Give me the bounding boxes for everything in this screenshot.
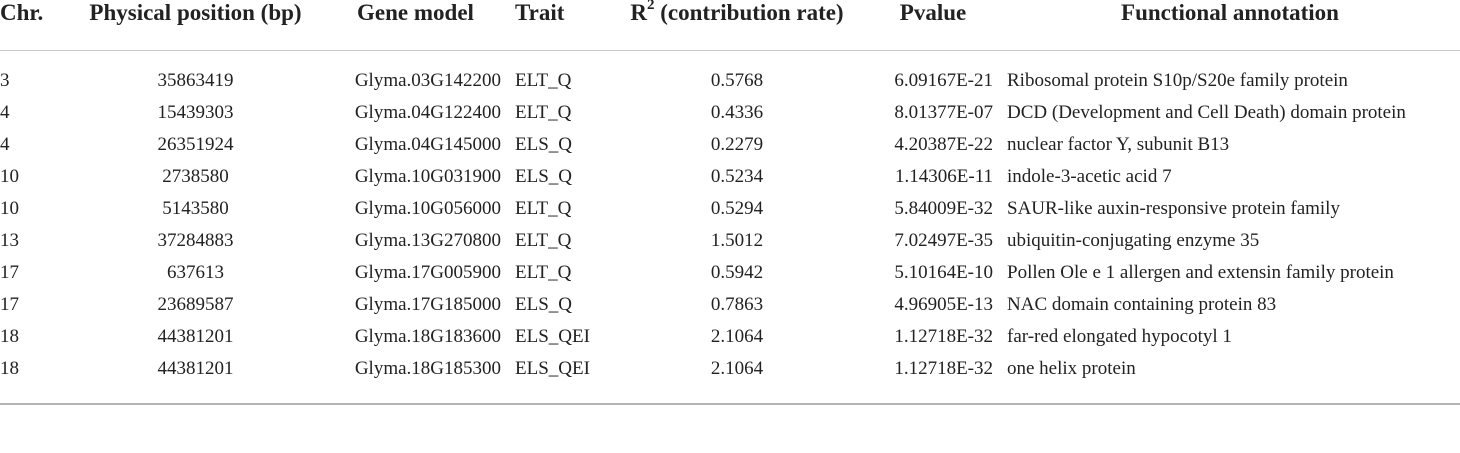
cell-position: 37284883 [157,230,234,251]
cell-chr: 17 [0,262,19,283]
cell-functional-annotation: DCD (Development and Cell Death) domain … [1007,102,1406,123]
cell-r2: 0.5942 [710,262,764,283]
cell-r2: 1.5012 [710,230,764,251]
cell-gene-model: Glyma.04G145000 [354,134,501,155]
cell-chr: 10 [0,166,19,187]
table-row: 10 5143580 Glyma.10G056000 ELT_Q 0.5294 5.840… [0,193,1460,225]
cell-position: 44381201 [157,358,234,379]
header-pvalue: Pvalue [899,0,967,25]
cell-trait: ELT_Q [515,102,572,123]
cell-r2: 2.1064 [710,358,764,379]
header-row: Chr. Physical position (bp) Gene model T… [0,0,1460,51]
cell-pvalue: 4.96905E-13 [894,294,993,315]
table-body: 3 35863419 Glyma.03G142200 ELT_Q 0.5768 6.091… [0,51,1460,404]
cell-position: 23689587 [157,294,234,315]
cell-pvalue: 5.10164E-10 [894,262,993,283]
gene-table-container: Chr. Physical position (bp) Gene model T… [0,0,1460,404]
cell-gene-model: Glyma.18G183600 [354,326,501,347]
header-r2-superscript: 2 [647,0,655,14]
cell-r2: 0.2279 [710,134,764,155]
cell-trait: ELS_QEI [515,358,590,379]
table-row: 3 35863419 Glyma.03G142200 ELT_Q 0.5768 6.091… [0,51,1460,98]
table-row: 17 637613 Glyma.17G005900 ELT_Q 0.5942 5.1016… [0,257,1460,289]
table-row: 17 23689587 Glyma.17G185000 ELS_Q 0.7863 4.96… [0,289,1460,321]
cell-functional-annotation: Ribosomal protein S10p/S20e family prote… [1007,70,1348,91]
cell-r2: 0.4336 [710,102,764,123]
cell-trait: ELS_Q [515,134,572,155]
cell-chr: 18 [0,358,19,379]
cell-pvalue: 1.14306E-11 [895,166,993,187]
cell-gene-model: Glyma.10G031900 [354,166,501,187]
cell-trait: ELT_Q [515,262,572,283]
cell-trait: ELT_Q [515,70,572,91]
cell-pvalue: 5.84009E-32 [894,198,993,219]
cell-gene-model: Glyma.10G056000 [354,198,501,219]
cell-functional-annotation: ubiquitin-conjugating enzyme 35 [1007,230,1260,251]
cell-chr: 4 [0,102,10,123]
cell-chr: 4 [0,134,10,155]
header-position: Physical position (bp) [89,0,302,25]
cell-position: 35863419 [157,70,234,91]
cell-functional-annotation: one helix protein [1007,358,1136,379]
table-row: 10 2738580 Glyma.10G031900 ELS_Q 0.5234 1.143… [0,161,1460,193]
cell-r2: 2.1064 [710,326,764,347]
cell-r2: 0.5768 [710,70,764,91]
candidate-gene-table: Chr. Physical position (bp) Gene model T… [0,0,1460,404]
cell-gene-model: Glyma.04G122400 [354,102,501,123]
table-row: 4 26351924 Glyma.04G145000 ELS_Q 0.2279 4.203… [0,129,1460,161]
cell-pvalue: 8.01377E-07 [894,102,993,123]
cell-pvalue: 1.12718E-32 [894,358,993,379]
cell-functional-annotation: far-red elongated hypocotyl 1 [1007,326,1232,347]
cell-chr: 10 [0,198,19,219]
cell-r2: 0.5234 [710,166,764,187]
header-functional-annotation: Functional annotation [1121,0,1339,25]
cell-trait: ELS_QEI [515,326,590,347]
cell-gene-model: Glyma.17G185000 [354,294,501,315]
cell-chr: 18 [0,326,19,347]
cell-functional-annotation: nuclear factor Y, subunit B13 [1007,134,1230,155]
header-chr: Chr. [0,0,44,25]
cell-pvalue: 7.02497E-35 [894,230,993,251]
cell-functional-annotation: SAUR-like auxin-responsive protein famil… [1007,198,1340,219]
table-row: 18 44381201 Glyma.18G183600 ELS_QEI 2.1064 1.… [0,321,1460,353]
cell-chr: 3 [0,70,10,91]
cell-gene-model: Glyma.18G185300 [354,358,501,379]
cell-r2: 0.5294 [710,198,764,219]
cell-functional-annotation: NAC domain containing protein 83 [1007,294,1277,315]
cell-pvalue: 4.20387E-22 [894,134,993,155]
cell-trait: ELS_Q [515,166,572,187]
cell-gene-model: Glyma.03G142200 [354,70,501,91]
cell-position: 5143580 [162,198,229,219]
cell-trait: ELT_Q [515,230,572,251]
table-row: 13 37284883 Glyma.13G270800 ELT_Q 1.5012 7.02… [0,225,1460,257]
table-row: 18 44381201 Glyma.18G185300 ELS_QEI 2.1064 1.… [0,353,1460,404]
cell-pvalue: 1.12718E-32 [894,326,993,347]
cell-position: 44381201 [157,326,234,347]
cell-functional-annotation: Pollen Ole e 1 allergen and extensin fam… [1007,262,1394,283]
cell-pvalue: 6.09167E-21 [894,70,993,91]
cell-position: 26351924 [157,134,234,155]
cell-chr: 13 [0,230,19,251]
cell-trait: ELT_Q [515,198,572,219]
header-trait: Trait [515,0,565,25]
header-r2-letter: R [630,0,648,25]
cell-gene-model: Glyma.13G270800 [354,230,501,251]
table-header: Chr. Physical position (bp) Gene model T… [0,0,1460,51]
header-r2-rest: (contribution rate) [654,0,844,25]
cell-trait: ELS_Q [515,294,572,315]
cell-position: 2738580 [162,166,229,187]
header-gene-model: Gene model [357,0,474,25]
table-row: 4 15439303 Glyma.04G122400 ELT_Q 0.4336 8.013… [0,97,1460,129]
cell-gene-model: Glyma.17G005900 [354,262,501,283]
cell-position: 637613 [167,262,224,283]
header-r2: R2 (contribution rate) [608,0,866,51]
cell-position: 15439303 [157,102,234,123]
cell-chr: 17 [0,294,19,315]
cell-functional-annotation: indole-3-acetic acid 7 [1007,166,1172,187]
cell-r2: 0.7863 [710,294,764,315]
